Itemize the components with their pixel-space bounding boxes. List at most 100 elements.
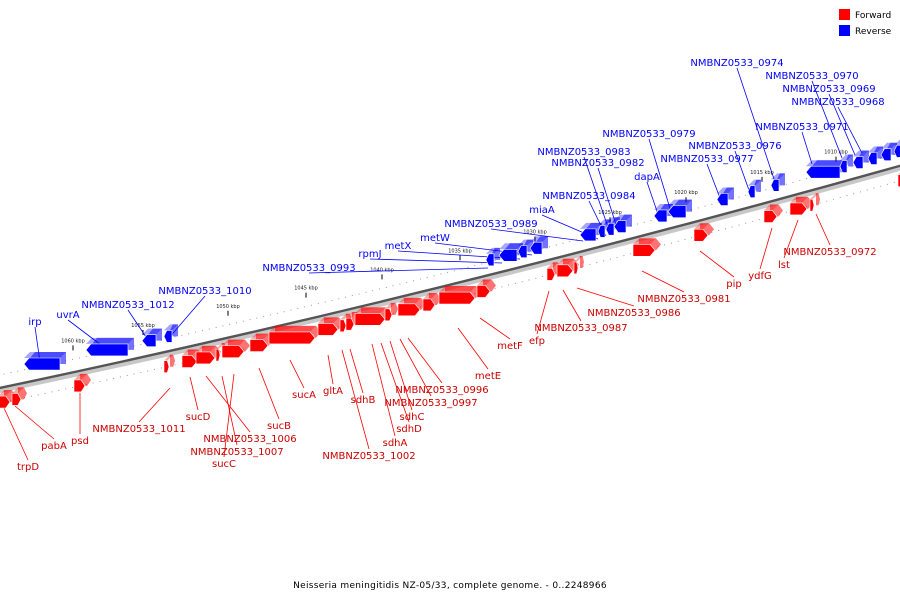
forward-gene-arrow xyxy=(0,390,16,409)
leader-line-sucb xyxy=(258,367,280,420)
forward-gene-arrow xyxy=(354,307,391,326)
leader-line-nmbnz0533-0976 xyxy=(734,150,751,194)
reverse-gene-arrow xyxy=(23,352,66,371)
genome-backbone xyxy=(0,152,900,404)
leader-line-succ xyxy=(223,373,235,458)
forward-gene-arrow xyxy=(384,302,398,322)
leader-line-nmbnz0533-0968 xyxy=(837,106,863,154)
gene-label-sdhc: sdhC xyxy=(400,412,425,423)
leader-line-nmbnz0533-0996 xyxy=(407,337,443,384)
gene-label-efp: efp xyxy=(529,336,545,347)
gene-features xyxy=(0,139,900,409)
leader-line-nmbnz0533-0981 xyxy=(641,270,685,293)
gene-label-nmbnz0533-1006: NMBNZ0533_1006 xyxy=(203,434,296,445)
leader-line-nmbnz0533-0970 xyxy=(811,80,843,159)
reverse-gene-arrow xyxy=(716,187,734,206)
gene-label-mete: metE xyxy=(475,371,501,382)
gene-label-miaa: miaA xyxy=(529,205,555,216)
reverse-gene-arrow xyxy=(85,337,134,357)
reverse-gene-arrow xyxy=(805,160,846,179)
leader-line-nmbnz0533-0974 xyxy=(736,67,777,186)
leader-line-metf xyxy=(479,317,511,340)
forward-gene-arrow xyxy=(221,339,250,358)
gene-label-metx: metX xyxy=(385,241,412,252)
tick-label: 1035 kbp xyxy=(448,248,472,254)
leader-line-sucd xyxy=(189,376,199,411)
leader-line-nmbnz0533-0969 xyxy=(828,93,856,156)
gene-label-nmbnz0533-0977: NMBNZ0533_0977 xyxy=(660,154,753,165)
gene-label-nmbnz0533-0984: NMBNZ0533_0984 xyxy=(542,191,635,202)
gene-label-succ: sucC xyxy=(212,459,236,470)
reverse-gene-arrow xyxy=(498,243,523,262)
reverse-gene-arrow xyxy=(893,139,900,158)
leader-line-mete xyxy=(457,327,489,370)
tick-label: 1015 kbp xyxy=(750,170,774,176)
forward-gene-arrow xyxy=(809,193,820,212)
forward-gene-arrow xyxy=(476,279,496,298)
leader-line-glta xyxy=(327,354,334,385)
reverse-gene-arrow xyxy=(747,179,761,199)
tick-label: 1010 kbp xyxy=(824,150,848,156)
gene-label-ydfg: ydfG xyxy=(748,271,772,282)
gene-label-nmbnz0533-0983: NMBNZ0533_0983 xyxy=(537,147,630,158)
gene-label-nmbnz0533-0997: NMBNZ0533_0997 xyxy=(384,398,477,409)
gene-label-nmbnz0533-0976: NMBNZ0533_0976 xyxy=(688,141,781,152)
gene-label-lst: lst xyxy=(778,260,790,271)
gene-label-nmbnz0533-0986: NMBNZ0533_0986 xyxy=(587,308,680,319)
gene-label-suca: sucA xyxy=(292,390,316,401)
reverse-gene-arrow xyxy=(839,154,853,173)
gene-label-nmbnz0533-0989: NMBNZ0533_0989 xyxy=(444,219,537,230)
gene-label-nmbnz0533-1011: NMBNZ0533_1011 xyxy=(92,424,185,435)
forward-gene-arrow xyxy=(163,354,175,374)
reverse-gene-arrow xyxy=(867,146,883,165)
leader-line-sdha xyxy=(371,343,396,437)
gene-label-nmbnz0533-1002: NMBNZ0533_1002 xyxy=(322,451,415,462)
forward-gene-arrow xyxy=(317,317,344,336)
reverse-gene-arrow xyxy=(485,247,500,267)
gene-label-sdhb: sdhB xyxy=(351,395,376,406)
gene-label-nmbnz0533-0974: NMBNZ0533_0974 xyxy=(690,58,783,69)
gene-label-nmbnz0533-1010: NMBNZ0533_1010 xyxy=(158,286,251,297)
tick-label: 1025 kbp xyxy=(598,210,622,216)
kbp-ticks: 1060 kbp 1055 kbp 1050 kbp 1045 kbp 1040 kbp… xyxy=(61,150,848,351)
leader-line-nmbnz0533-0993 xyxy=(308,267,489,274)
leader-line-sdhc xyxy=(389,340,413,411)
leader-line-rpmj xyxy=(369,258,503,264)
tick-label: 1030 kbp xyxy=(523,229,547,235)
gene-label-irp: irp xyxy=(28,317,41,328)
reverse-gene-arrow xyxy=(852,150,869,169)
leader-line-nmbnz0533-0979 xyxy=(648,138,673,216)
legend-forward-label: Forward xyxy=(855,11,891,21)
legend: Forward Reverse xyxy=(839,9,892,37)
gene-label-dapa: dapA xyxy=(634,172,660,183)
gene-label-psd: psd xyxy=(71,436,89,447)
genome-caption: Neisseria meningitidis NZ-05/33, complet… xyxy=(293,581,607,591)
leader-line-nmbnz0533-0972 xyxy=(815,213,831,246)
gene-label-nmbnz0533-0968: NMBNZ0533_0968 xyxy=(791,97,884,108)
forward-gene-arrow xyxy=(573,255,584,275)
gene-label-nmbnz0533-0993: NMBNZ0533_0993 xyxy=(262,263,355,274)
forward-gene-arrow xyxy=(693,223,714,242)
gene-label-metw: metW xyxy=(420,233,450,244)
legend-reverse-swatch xyxy=(839,25,850,36)
reverse-gene-arrow xyxy=(163,324,178,343)
leader-line-ydfg xyxy=(759,227,773,270)
gene-label-nmbnz0533-0982: NMBNZ0533_0982 xyxy=(551,158,644,169)
gene-label-sdhd: sdhD xyxy=(396,424,422,435)
forward-gene-arrow xyxy=(789,196,813,216)
reverse-gene-arrow xyxy=(529,236,548,255)
gene-label-uvra: uvrA xyxy=(56,310,79,321)
tick-label: 1045 kbp xyxy=(294,286,318,292)
leader-line-nmbnz0533-0987 xyxy=(562,289,582,322)
gene-label-trpd: trpD xyxy=(17,462,39,473)
gene-label-nmbnz0533-0972: NMBNZ0533_0972 xyxy=(783,247,876,258)
reverse-gene-arrow xyxy=(517,239,533,258)
gene-label-sdha: sdhA xyxy=(383,438,408,449)
gene-label-metf: metF xyxy=(497,341,523,352)
reverse-gene-arrow xyxy=(141,328,162,347)
tick-label: 1060 kbp xyxy=(61,338,85,344)
reverse-gene-arrow xyxy=(770,173,785,192)
